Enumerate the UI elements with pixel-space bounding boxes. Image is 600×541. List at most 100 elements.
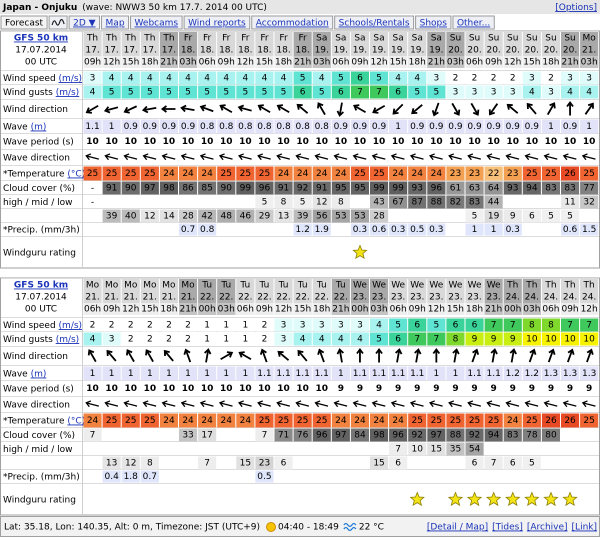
- day-label: Tu: [239, 281, 250, 291]
- wind-gusts-cell: [159, 332, 178, 346]
- unit-link[interactable]: (m/s): [59, 74, 83, 84]
- wave-cell: [179, 119, 198, 134]
- wave-cell: [159, 366, 178, 381]
- wind-speed-cell: [198, 318, 217, 332]
- date-label: 21.: [162, 293, 176, 303]
- cloud-total-value: 92: [469, 431, 480, 441]
- wave-value: 1.1: [353, 369, 367, 379]
- unit-link[interactable]: (°C): [67, 416, 85, 426]
- wave-period-value: 10: [201, 137, 214, 147]
- wind-speed-value: 1: [242, 321, 248, 331]
- temperature-value: 24: [87, 416, 99, 426]
- wave-cell: [522, 119, 541, 134]
- date-label: 22.: [257, 293, 271, 303]
- tab[interactable]: [48, 15, 68, 30]
- cloud-l1-cell: [140, 456, 159, 470]
- cloud-l0-cell: [484, 195, 503, 209]
- tab-label[interactable]: Other...: [457, 19, 490, 29]
- date-label: 20.: [486, 46, 500, 56]
- precip-value: 1.9: [315, 225, 330, 235]
- cloud-total-value: 80: [545, 431, 557, 441]
- wave-direction-arrow: [314, 400, 329, 408]
- temperature-cell: [102, 413, 121, 428]
- cloud-l1-cell: [198, 456, 217, 470]
- footer-link[interactable]: [Link]: [572, 523, 597, 533]
- footer-link[interactable]: [Archive]: [527, 523, 568, 533]
- tab-label[interactable]: Forecast: [5, 19, 44, 29]
- precip-value: 0.3: [429, 225, 443, 235]
- cloud-total-cell: [484, 428, 503, 442]
- tab-label[interactable]: Shops: [420, 19, 448, 29]
- wind-speed-value: 1: [223, 321, 229, 331]
- unit-link[interactable]: (m): [31, 122, 47, 132]
- unit-link[interactable]: (m): [31, 369, 47, 379]
- day-label: Tu: [220, 281, 231, 291]
- wind-gusts-value: 4: [357, 335, 363, 345]
- wave-direction-arrow: [448, 400, 462, 408]
- day-label: Mo: [105, 281, 119, 291]
- cloud-total-value: 97: [144, 184, 155, 194]
- cloud-l0-cell: [255, 195, 274, 209]
- temperature-value: 25: [431, 416, 442, 426]
- wind-speed-value: 8: [529, 321, 535, 331]
- wave-period-value: 10: [545, 137, 558, 147]
- temperature-cell: [389, 413, 408, 428]
- wave-cell: [83, 366, 102, 381]
- date-label: 19.: [315, 46, 329, 56]
- footer-link[interactable]: [Detail / Map]: [427, 523, 488, 533]
- wind-gusts-cell: [217, 332, 236, 346]
- tab[interactable]: Schools/Rentals: [334, 15, 415, 30]
- cloud-l0-value: 83: [469, 198, 480, 208]
- tab[interactable]: Map: [101, 15, 130, 30]
- hour-label: 15h: [122, 58, 139, 68]
- temperature-cell: [102, 166, 121, 181]
- cloud-l0-cell: [331, 195, 350, 209]
- unit-link[interactable]: (m/s): [56, 88, 80, 98]
- wind-gusts-cell: [561, 332, 580, 346]
- tab[interactable]: 2D ▼: [68, 15, 101, 30]
- cloud-total-cell: [541, 428, 560, 442]
- tab-label[interactable]: Accommodation: [256, 19, 329, 29]
- hour-label: 12h: [237, 58, 254, 68]
- tab[interactable]: Webcams: [130, 15, 183, 30]
- wind-gusts-value: 4: [90, 335, 96, 345]
- tab[interactable]: Shops: [415, 15, 452, 30]
- tab-label[interactable]: 2D ▼: [73, 19, 96, 29]
- precip-value: 1.8: [124, 472, 139, 482]
- cloud-l1-value: 56: [316, 212, 328, 222]
- day-label: Mo: [143, 281, 157, 291]
- model-link[interactable]: GFS 50 km: [14, 281, 68, 291]
- tab-label[interactable]: Wind reports: [188, 19, 246, 29]
- wind-gusts-cell: [312, 85, 331, 99]
- unit-link[interactable]: (m/s): [59, 321, 83, 331]
- wind-gusts-value: 2: [185, 335, 191, 345]
- tab[interactable]: Other...: [452, 15, 495, 30]
- wave-cell: [503, 119, 522, 134]
- temperature-value: 25: [450, 416, 461, 426]
- wind-gusts-value: 5: [414, 88, 420, 98]
- wind-direction-arrow: [238, 351, 252, 361]
- wind-direction-arrow: [509, 348, 517, 363]
- tab[interactable]: Accommodation: [251, 15, 334, 30]
- wind-gusts-cell: [312, 332, 331, 346]
- tab-label[interactable]: Webcams: [135, 19, 179, 29]
- tab-label[interactable]: Schools/Rentals: [339, 19, 410, 29]
- wave-direction-arrow: [314, 153, 329, 161]
- temperature-value: 25: [240, 169, 251, 179]
- tab-label[interactable]: Map: [106, 19, 125, 29]
- options-link[interactable]: [Options]: [555, 3, 597, 13]
- cloud-l0-value: 8: [281, 198, 287, 208]
- cloud-l1-value: 42: [201, 212, 212, 222]
- tab[interactable]: Wind reports: [183, 15, 251, 30]
- model-link[interactable]: GFS 50 km: [14, 34, 68, 44]
- unit-link[interactable]: (°C): [67, 169, 85, 179]
- wind-direction-arrow: [470, 102, 480, 116]
- footer-link[interactable]: [Tides]: [492, 523, 523, 533]
- cloud-total-cell: [179, 428, 198, 442]
- day-label: Sa: [316, 34, 327, 44]
- tab[interactable]: Forecast: [0, 15, 48, 30]
- unit-link[interactable]: (m/s): [56, 335, 80, 345]
- wave-cell: [389, 366, 408, 381]
- wind-direction-arrow: [183, 348, 192, 363]
- row-label: Cloud cover (%): [3, 431, 75, 441]
